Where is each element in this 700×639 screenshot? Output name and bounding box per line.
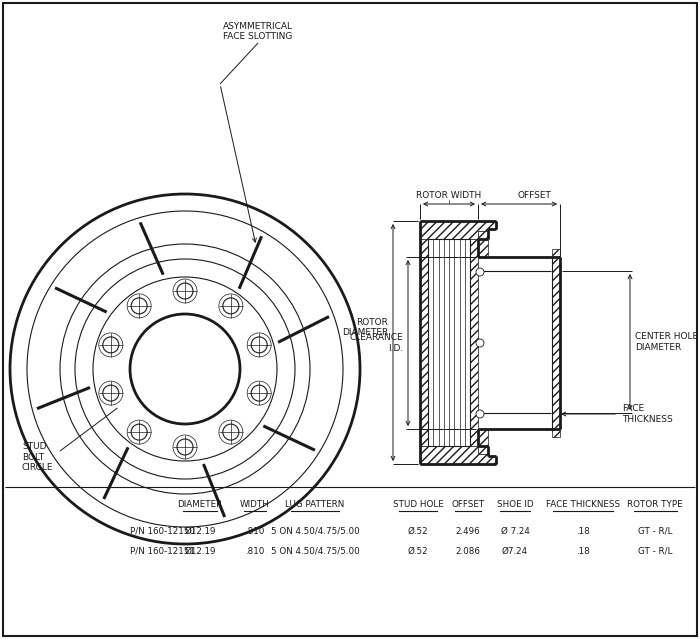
- Polygon shape: [470, 239, 478, 446]
- Text: ROTOR
DIAMETER: ROTOR DIAMETER: [342, 318, 388, 337]
- Polygon shape: [478, 231, 488, 257]
- Circle shape: [177, 439, 193, 455]
- Text: LUG PATTERN: LUG PATTERN: [286, 500, 344, 509]
- Circle shape: [476, 339, 484, 347]
- Text: ROTOR TYPE: ROTOR TYPE: [627, 500, 682, 509]
- Text: 5 ON 4.50/4.75/5.00: 5 ON 4.50/4.75/5.00: [271, 527, 359, 535]
- Circle shape: [177, 283, 193, 299]
- Text: FACE THICKNESS: FACE THICKNESS: [546, 500, 620, 509]
- Text: GT - R/L: GT - R/L: [638, 546, 672, 555]
- Circle shape: [131, 424, 147, 440]
- Text: Ø.52: Ø.52: [407, 546, 428, 555]
- Text: STUD HOLE: STUD HOLE: [393, 500, 443, 509]
- Text: CLEARANCE
I.D.: CLEARANCE I.D.: [349, 334, 403, 353]
- Polygon shape: [478, 429, 560, 437]
- Polygon shape: [420, 446, 496, 464]
- Text: P/N 160-12151: P/N 160-12151: [130, 546, 195, 555]
- Circle shape: [103, 337, 119, 353]
- Text: ROTOR WIDTH: ROTOR WIDTH: [416, 191, 482, 200]
- Polygon shape: [420, 239, 428, 446]
- Text: Ø 7.24: Ø 7.24: [500, 527, 529, 535]
- Circle shape: [476, 410, 484, 418]
- Circle shape: [103, 385, 119, 401]
- Text: 2.086: 2.086: [456, 546, 480, 555]
- Circle shape: [130, 314, 240, 424]
- Text: 2.496: 2.496: [456, 527, 480, 535]
- Text: GT - R/L: GT - R/L: [638, 527, 672, 535]
- Text: SHOE ID: SHOE ID: [497, 500, 533, 509]
- Text: 5 ON 4.50/4.75/5.00: 5 ON 4.50/4.75/5.00: [271, 546, 359, 555]
- Polygon shape: [420, 221, 496, 239]
- Text: WIDTH: WIDTH: [240, 500, 270, 509]
- Text: CENTER HOLE
DIAMETER: CENTER HOLE DIAMETER: [635, 332, 698, 351]
- Text: .810: .810: [245, 527, 265, 535]
- Text: ASYMMETRICAL
FACE SLOTTING: ASYMMETRICAL FACE SLOTTING: [223, 22, 293, 41]
- Text: OFFSET: OFFSET: [452, 500, 484, 509]
- Text: STUD
BOLT
CIRCLE: STUD BOLT CIRCLE: [22, 442, 53, 472]
- Polygon shape: [478, 249, 560, 257]
- Text: .18: .18: [576, 546, 590, 555]
- Polygon shape: [552, 257, 560, 429]
- Text: Ø12.19: Ø12.19: [184, 527, 216, 535]
- Circle shape: [131, 298, 147, 314]
- Circle shape: [251, 337, 267, 353]
- Circle shape: [223, 298, 239, 314]
- Circle shape: [251, 385, 267, 401]
- Circle shape: [476, 268, 484, 276]
- Text: .810: .810: [245, 546, 265, 555]
- Text: P/N 160-12150: P/N 160-12150: [130, 527, 195, 535]
- Polygon shape: [478, 429, 488, 454]
- Circle shape: [223, 424, 239, 440]
- Text: Ø.52: Ø.52: [407, 527, 428, 535]
- Text: FACE
THICKNESS: FACE THICKNESS: [622, 404, 673, 424]
- Text: DIAMETER: DIAMETER: [177, 500, 223, 509]
- Text: Ø12.19: Ø12.19: [184, 546, 216, 555]
- Text: .18: .18: [576, 527, 590, 535]
- Text: Ø7.24: Ø7.24: [502, 546, 528, 555]
- Text: OFFSET: OFFSET: [517, 191, 551, 200]
